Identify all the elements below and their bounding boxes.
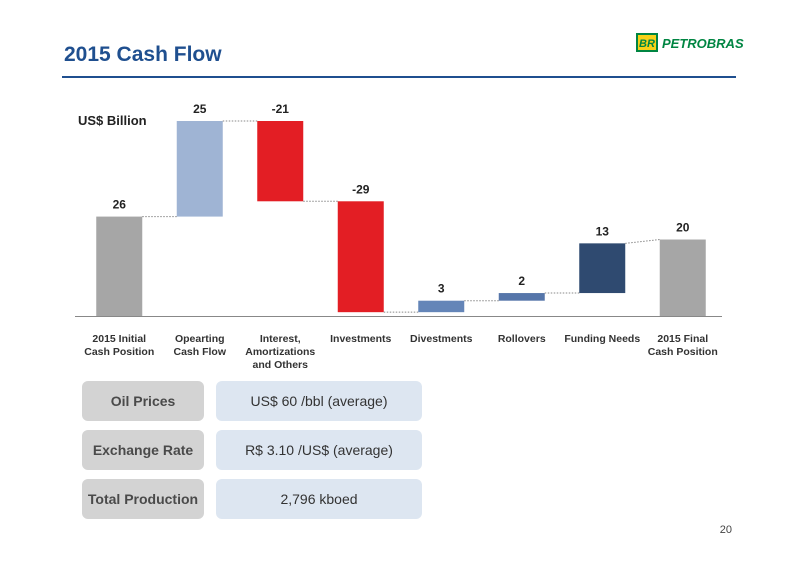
page-number: 20 [720,524,732,536]
category-label: Rollovers [497,333,546,345]
category-label: Funding Needs [564,333,641,345]
slide-title: 2015 Cash Flow [64,43,222,66]
value-label: 2 [518,274,525,288]
logo-inner [638,35,656,50]
value-label: 25 [193,102,207,116]
bar [498,293,545,301]
row-value: 2,796 kboed [216,479,422,519]
bar [176,121,223,217]
bar [257,121,304,202]
value-label: 13 [596,224,610,238]
row-value: US$ 60 /bbl (average) [216,381,422,421]
category-label: Divestments [410,333,473,345]
bar [96,216,143,316]
bar [337,201,384,313]
value-label: 3 [438,282,445,296]
logo-text: PETROBRAS [662,36,744,51]
category-label: Interest, Amortizations and Others [245,333,316,371]
category-label: Opearting Cash Flow [173,333,226,358]
row-label: Total Production [82,479,204,519]
category-label: 2015 Final Cash Position [647,333,718,358]
value-label: 20 [676,221,690,235]
category-label: Investments [330,333,392,345]
category-label: 2015 Initial Cash Position [84,333,155,358]
row-value: R$ 3.10 /US$ (average) [216,430,422,470]
unit-label: US$ Billion [78,113,147,128]
logo-mark: BR [639,38,655,50]
bar [659,239,706,316]
bar [418,300,465,313]
value-label: 26 [113,198,127,212]
connector [625,239,660,244]
value-label: -21 [272,102,290,116]
value-label: -29 [352,182,370,196]
row-label: Exchange Rate [82,430,204,470]
bar [579,243,626,294]
row-label: Oil Prices [82,381,204,421]
